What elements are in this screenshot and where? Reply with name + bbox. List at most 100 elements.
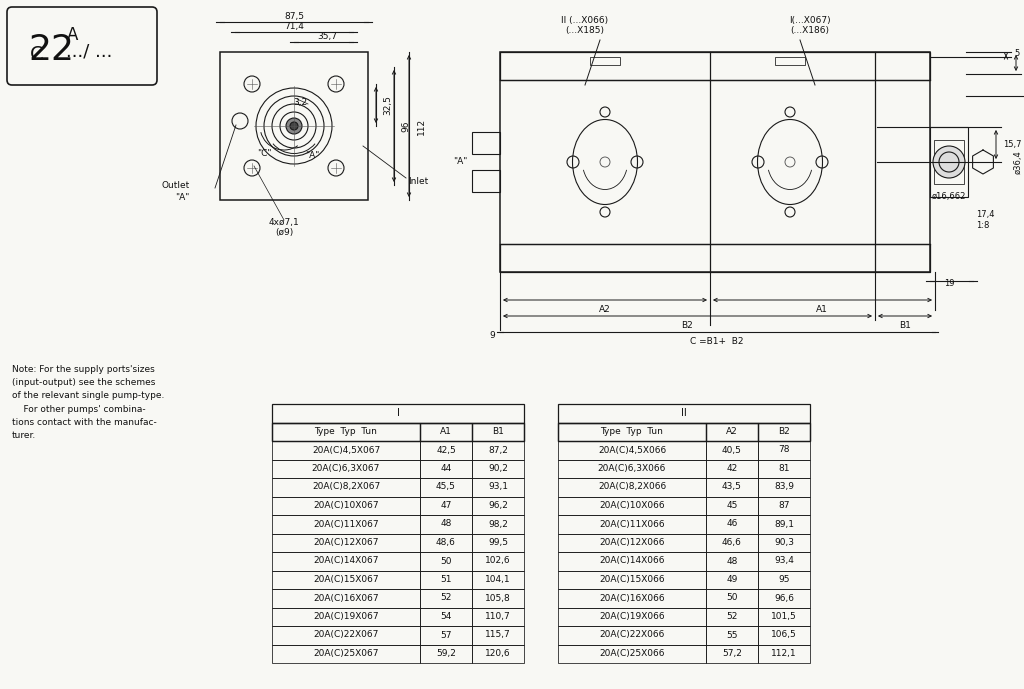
Text: 98,2: 98,2 xyxy=(488,520,508,528)
Bar xyxy=(272,515,420,533)
Text: 106,5: 106,5 xyxy=(771,630,797,639)
Text: 20A(C)12X066: 20A(C)12X066 xyxy=(599,538,665,547)
Bar xyxy=(500,244,930,272)
Bar xyxy=(472,644,524,663)
Bar xyxy=(420,460,472,478)
Bar xyxy=(558,422,810,441)
Text: 20A(C)14X067: 20A(C)14X067 xyxy=(313,557,379,566)
Bar xyxy=(558,441,706,460)
Text: 20A(C)4,5X067: 20A(C)4,5X067 xyxy=(312,446,380,455)
Bar xyxy=(500,52,930,80)
Text: 96,6: 96,6 xyxy=(774,593,794,602)
Text: 20A(C)15X067: 20A(C)15X067 xyxy=(313,575,379,584)
Text: 48: 48 xyxy=(440,520,452,528)
Text: 93,4: 93,4 xyxy=(774,557,794,566)
Text: II (...X066): II (...X066) xyxy=(561,15,608,25)
Text: 20A(C)16X066: 20A(C)16X066 xyxy=(599,593,665,602)
Bar xyxy=(272,422,420,441)
Bar xyxy=(758,608,810,626)
Text: .../ ...: .../ ... xyxy=(66,42,113,60)
Text: 71,4: 71,4 xyxy=(284,21,304,30)
Text: Type  Typ  Tun: Type Typ Tun xyxy=(600,427,664,436)
Bar xyxy=(420,589,472,608)
Bar xyxy=(472,570,524,589)
Text: 96: 96 xyxy=(401,121,411,132)
Text: 52: 52 xyxy=(440,593,452,602)
Bar xyxy=(758,460,810,478)
Text: 48: 48 xyxy=(726,557,737,566)
Text: 87,2: 87,2 xyxy=(488,446,508,455)
Text: 102,6: 102,6 xyxy=(485,557,511,566)
Bar xyxy=(758,533,810,552)
Bar xyxy=(272,626,420,644)
Bar xyxy=(472,132,500,154)
Bar xyxy=(706,441,758,460)
Text: 20A(C)6,3X067: 20A(C)6,3X067 xyxy=(312,464,380,473)
Text: 46: 46 xyxy=(726,520,737,528)
Text: 50: 50 xyxy=(726,593,737,602)
Bar xyxy=(758,570,810,589)
Bar xyxy=(420,533,472,552)
Text: 52: 52 xyxy=(726,612,737,621)
Text: 5: 5 xyxy=(1014,50,1019,59)
Text: 59,2: 59,2 xyxy=(436,649,456,658)
Bar xyxy=(775,57,805,65)
Bar xyxy=(558,515,706,533)
Bar xyxy=(758,644,810,663)
Text: 42: 42 xyxy=(726,464,737,473)
Text: 49: 49 xyxy=(726,575,737,584)
Text: 87: 87 xyxy=(778,501,790,510)
Bar xyxy=(272,460,420,478)
Text: 110,7: 110,7 xyxy=(485,612,511,621)
Bar xyxy=(558,570,706,589)
Text: 40,5: 40,5 xyxy=(722,446,742,455)
Bar xyxy=(420,515,472,533)
Text: A2: A2 xyxy=(726,427,738,436)
Bar xyxy=(706,478,758,497)
Text: 87,5: 87,5 xyxy=(284,12,304,21)
Text: "A": "A" xyxy=(176,194,190,203)
Text: 120,6: 120,6 xyxy=(485,649,511,658)
Text: 45,5: 45,5 xyxy=(436,482,456,491)
Text: B2: B2 xyxy=(778,427,790,436)
Text: I(...X067): I(...X067) xyxy=(790,15,830,25)
Bar xyxy=(558,533,706,552)
Text: 57,2: 57,2 xyxy=(722,649,742,658)
Bar xyxy=(558,552,706,570)
Text: 19: 19 xyxy=(944,280,954,289)
Text: "A": "A" xyxy=(305,152,319,161)
Text: 46,6: 46,6 xyxy=(722,538,742,547)
Bar xyxy=(272,552,420,570)
Bar xyxy=(500,52,930,272)
Text: 93,1: 93,1 xyxy=(488,482,508,491)
Bar xyxy=(420,626,472,644)
Text: 89,1: 89,1 xyxy=(774,520,794,528)
Bar xyxy=(706,626,758,644)
Text: ø36,4: ø36,4 xyxy=(1014,150,1023,174)
Text: Note: For the supply ports'sizes
(input-output) see the schemes
of the relevant : Note: For the supply ports'sizes (input-… xyxy=(12,365,165,440)
Text: 20A(C)25X067: 20A(C)25X067 xyxy=(313,649,379,658)
Bar xyxy=(472,589,524,608)
Text: (...X186): (...X186) xyxy=(791,25,829,34)
Text: 48,6: 48,6 xyxy=(436,538,456,547)
Text: "A": "A" xyxy=(453,158,467,167)
Bar xyxy=(472,422,524,441)
Text: 20A(C)12X067: 20A(C)12X067 xyxy=(313,538,379,547)
Text: 55: 55 xyxy=(726,630,737,639)
Text: B1: B1 xyxy=(493,427,504,436)
Text: 50: 50 xyxy=(440,557,452,566)
Text: 20A(C)16X067: 20A(C)16X067 xyxy=(313,593,379,602)
Bar xyxy=(706,533,758,552)
Bar xyxy=(706,570,758,589)
Text: 4xø7,1: 4xø7,1 xyxy=(268,218,299,227)
Text: 20A(C)22X067: 20A(C)22X067 xyxy=(313,630,379,639)
Bar xyxy=(420,478,472,497)
Text: 105,8: 105,8 xyxy=(485,593,511,602)
Bar xyxy=(272,533,420,552)
Text: 95: 95 xyxy=(778,575,790,584)
Text: A2: A2 xyxy=(599,305,611,314)
Text: 20A(C)11X066: 20A(C)11X066 xyxy=(599,520,665,528)
Text: 20A(C)22X066: 20A(C)22X066 xyxy=(599,630,665,639)
Text: 99,5: 99,5 xyxy=(488,538,508,547)
Bar xyxy=(420,570,472,589)
